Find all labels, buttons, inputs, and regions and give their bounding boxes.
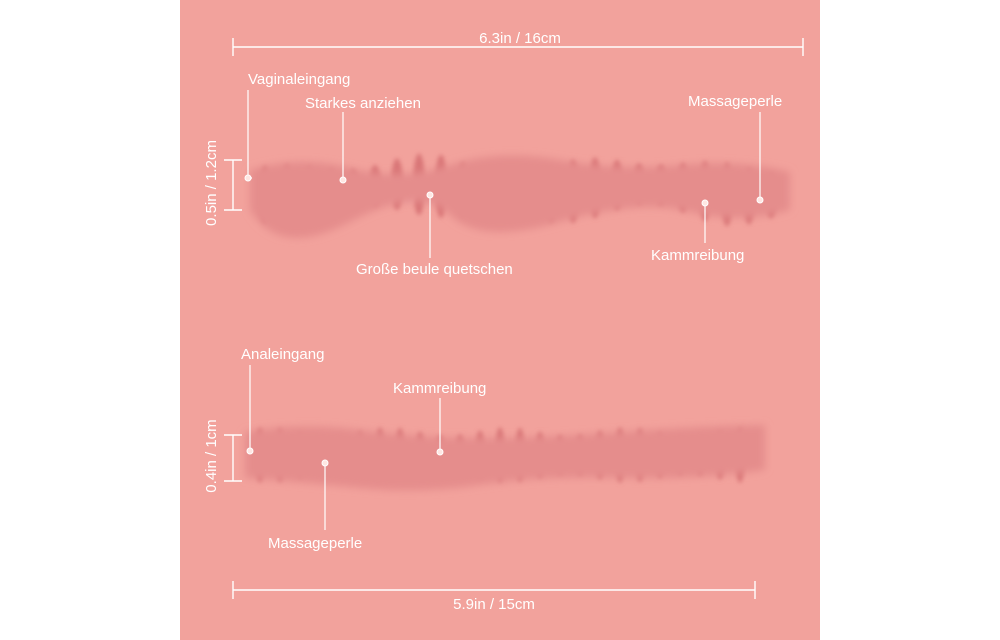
length-label: 5.9in / 15cm — [453, 596, 535, 613]
canal-top — [250, 153, 790, 238]
callout-label: Vaginaleingang — [248, 71, 350, 88]
canal-shape — [250, 155, 790, 238]
canal-shape — [245, 425, 765, 491]
callout — [321, 459, 329, 530]
diameter-label: 0.5in / 1.2cm — [203, 140, 220, 226]
diameter-label: 0.4in / 1cm — [203, 419, 220, 492]
dimension-bottom-diameter — [224, 434, 242, 482]
callout-label: Analeingang — [241, 346, 324, 363]
dimension-bottom-length — [232, 581, 756, 599]
callout-label: Massageperle — [268, 535, 362, 552]
callout — [246, 365, 254, 455]
callout-label: Große beule quetschen — [356, 261, 513, 278]
callout-label: Kammreibung — [651, 247, 744, 264]
length-label: 6.3in / 16cm — [479, 30, 561, 47]
callout-label: Starkes anziehen — [305, 95, 421, 112]
callout-label: Kammreibung — [393, 380, 486, 397]
callout — [426, 191, 434, 258]
callout — [436, 398, 444, 456]
callout — [339, 112, 347, 184]
canal-bottom — [245, 425, 765, 491]
dimension-top-length — [232, 38, 804, 56]
callout-label: Massageperle — [688, 93, 782, 110]
callout — [244, 90, 252, 182]
dimension-top-diameter — [224, 159, 242, 211]
callout — [756, 112, 764, 204]
panel — [180, 0, 820, 640]
callout — [701, 199, 709, 243]
